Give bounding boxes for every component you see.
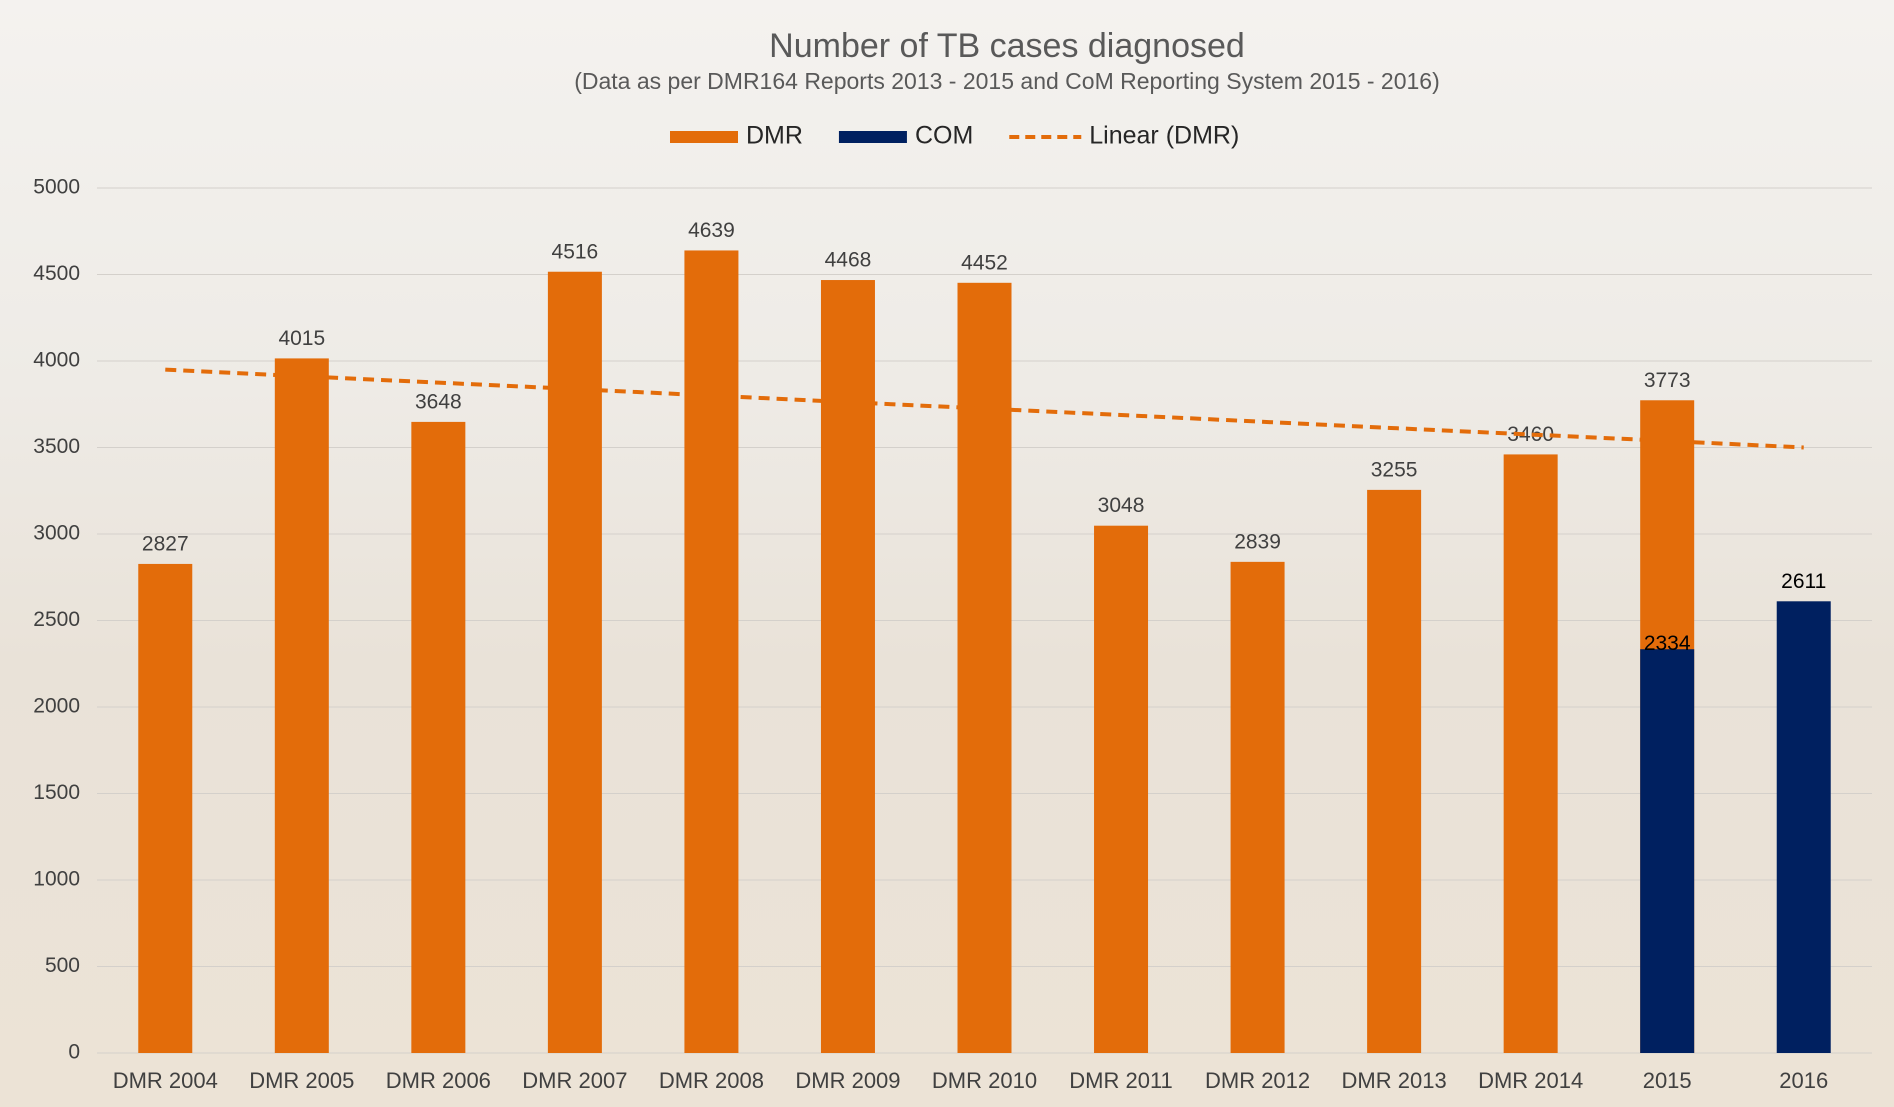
legend-swatch [839,131,907,143]
x-tick-label: DMR 2012 [1205,1068,1310,1093]
data-label: 3255 [1371,458,1418,481]
chart: Number of TB cases diagnosed (Data as pe… [0,0,1894,1107]
bar [1231,562,1285,1053]
data-label: 3648 [415,390,462,413]
bar [684,250,738,1053]
chart-subtitle: (Data as per DMR164 Reports 2013 - 2015 … [574,68,1440,94]
data-label: 4516 [552,240,599,263]
data-label: 4015 [278,327,325,350]
x-tick-label: DMR 2011 [1069,1068,1173,1093]
chart-title: Number of TB cases diagnosed [769,27,1245,65]
data-label: 3773 [1644,369,1691,392]
legend-swatch [670,131,738,143]
data-label: 4639 [688,219,735,242]
data-label: 4468 [825,249,872,272]
legend-label: DMR [746,122,803,150]
bar [1094,526,1148,1053]
bar [1367,490,1421,1053]
y-tick-label: 1500 [33,781,80,804]
legend-label: Linear (DMR) [1089,122,1239,150]
y-tick-label: 4000 [33,349,80,372]
bar [821,280,875,1053]
x-tick-label: DMR 2004 [113,1068,218,1093]
bar [275,358,329,1053]
y-tick-label: 4500 [33,262,80,285]
bar [1640,649,1694,1053]
bar [958,283,1012,1053]
y-tick-label: 5000 [33,176,80,199]
y-tick-label: 2000 [33,695,80,718]
x-tick-label: DMR 2007 [522,1068,627,1093]
y-tick-label: 3000 [33,522,80,545]
y-tick-label: 3500 [33,435,80,458]
data-label: 2611 [1781,570,1826,593]
bar [411,422,465,1053]
x-tick-label: DMR 2010 [932,1068,1037,1093]
y-tick-label: 1000 [33,868,80,891]
x-tick-label: 2016 [1779,1068,1828,1093]
x-tick-label: DMR 2014 [1478,1068,1583,1093]
bar [548,272,602,1053]
data-label: 2334 [1644,632,1691,655]
y-tick-label: 2500 [33,608,80,631]
data-label: 4452 [961,251,1008,274]
x-tick-label: DMR 2013 [1342,1068,1447,1093]
data-label: 2839 [1234,530,1281,553]
legend-label: COM [915,122,973,150]
bar [1777,601,1831,1053]
bar [1504,454,1558,1053]
data-label: 2827 [142,532,189,555]
x-tick-label: DMR 2005 [249,1068,354,1093]
x-tick-label: DMR 2009 [795,1068,900,1093]
y-tick-label: 0 [68,1041,80,1064]
x-tick-label: DMR 2008 [659,1068,764,1093]
x-tick-label: 2015 [1643,1068,1692,1093]
y-tick-label: 500 [45,954,80,977]
data-label: 3048 [1098,494,1145,517]
bar [138,564,192,1053]
x-tick-label: DMR 2006 [386,1068,491,1093]
